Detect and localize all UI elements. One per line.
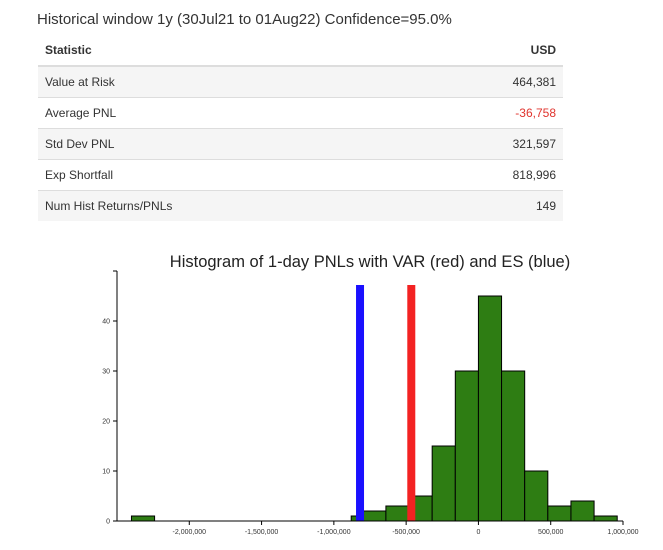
x-tick-label: -1,000,000 — [317, 529, 351, 536]
es-line — [356, 285, 365, 521]
histogram-bar — [385, 505, 410, 522]
histogram-bar — [454, 370, 479, 522]
table-row: Std Dev PNL 321,597 — [38, 128, 563, 160]
row-value: 321,597 — [411, 128, 563, 160]
row-label: Value at Risk — [38, 65, 412, 98]
column-header-usd: USD — [411, 35, 563, 67]
x-tick-label: -2,000,000 — [173, 529, 207, 536]
x-tick-label: 500,000 — [538, 529, 563, 536]
histogram-bar — [547, 505, 572, 522]
histogram-bar — [524, 470, 549, 522]
histogram-bar — [593, 515, 618, 522]
report-title: Historical window 1y (30Jul21 to 01Aug22… — [37, 11, 452, 28]
table-row: Value at Risk 464,381 — [38, 65, 563, 98]
x-tick-label: 0 — [476, 529, 480, 536]
table-row: Num Hist Returns/PNLs 149 — [38, 190, 563, 221]
row-label: Std Dev PNL — [38, 128, 412, 160]
table-row: Average PNL -36,758 — [38, 97, 563, 129]
histogram-bar — [570, 500, 595, 522]
histogram-bar — [362, 510, 387, 522]
row-value: 149 — [411, 190, 563, 221]
row-label: Num Hist Returns/PNLs — [38, 190, 412, 221]
y-tick-label: 30 — [102, 369, 110, 376]
y-tick-label: 10 — [102, 469, 110, 476]
row-value: 818,996 — [411, 159, 563, 191]
histogram-bar — [431, 445, 456, 522]
row-label: Average PNL — [38, 97, 412, 129]
histogram-bar — [501, 370, 526, 522]
row-value: -36,758 — [411, 97, 563, 129]
statistics-table: Statistic USD Value at Risk 464,381 Aver… — [38, 35, 563, 221]
row-label: Exp Shortfall — [38, 159, 412, 191]
table-row: Exp Shortfall 818,996 — [38, 159, 563, 191]
y-tick-label: 0 — [106, 519, 110, 526]
x-tick-label: 1,000,000 — [607, 529, 638, 536]
row-value: 464,381 — [411, 65, 563, 98]
x-tick-label: -1,500,000 — [245, 529, 279, 536]
histogram-chart: Histogram of 1-day PNLs with VAR (red) a… — [102, 253, 638, 536]
var-line — [407, 285, 416, 521]
table-header-row: Statistic USD — [38, 35, 563, 67]
histogram-bar — [477, 295, 503, 522]
histogram-bar — [130, 515, 156, 522]
chart-title: Histogram of 1-day PNLs with VAR (red) a… — [170, 253, 570, 271]
x-tick-label: -500,000 — [392, 529, 420, 536]
y-tick-label: 40 — [102, 319, 110, 326]
column-header-statistic: Statistic — [38, 35, 412, 67]
y-tick-label: 20 — [102, 419, 110, 426]
